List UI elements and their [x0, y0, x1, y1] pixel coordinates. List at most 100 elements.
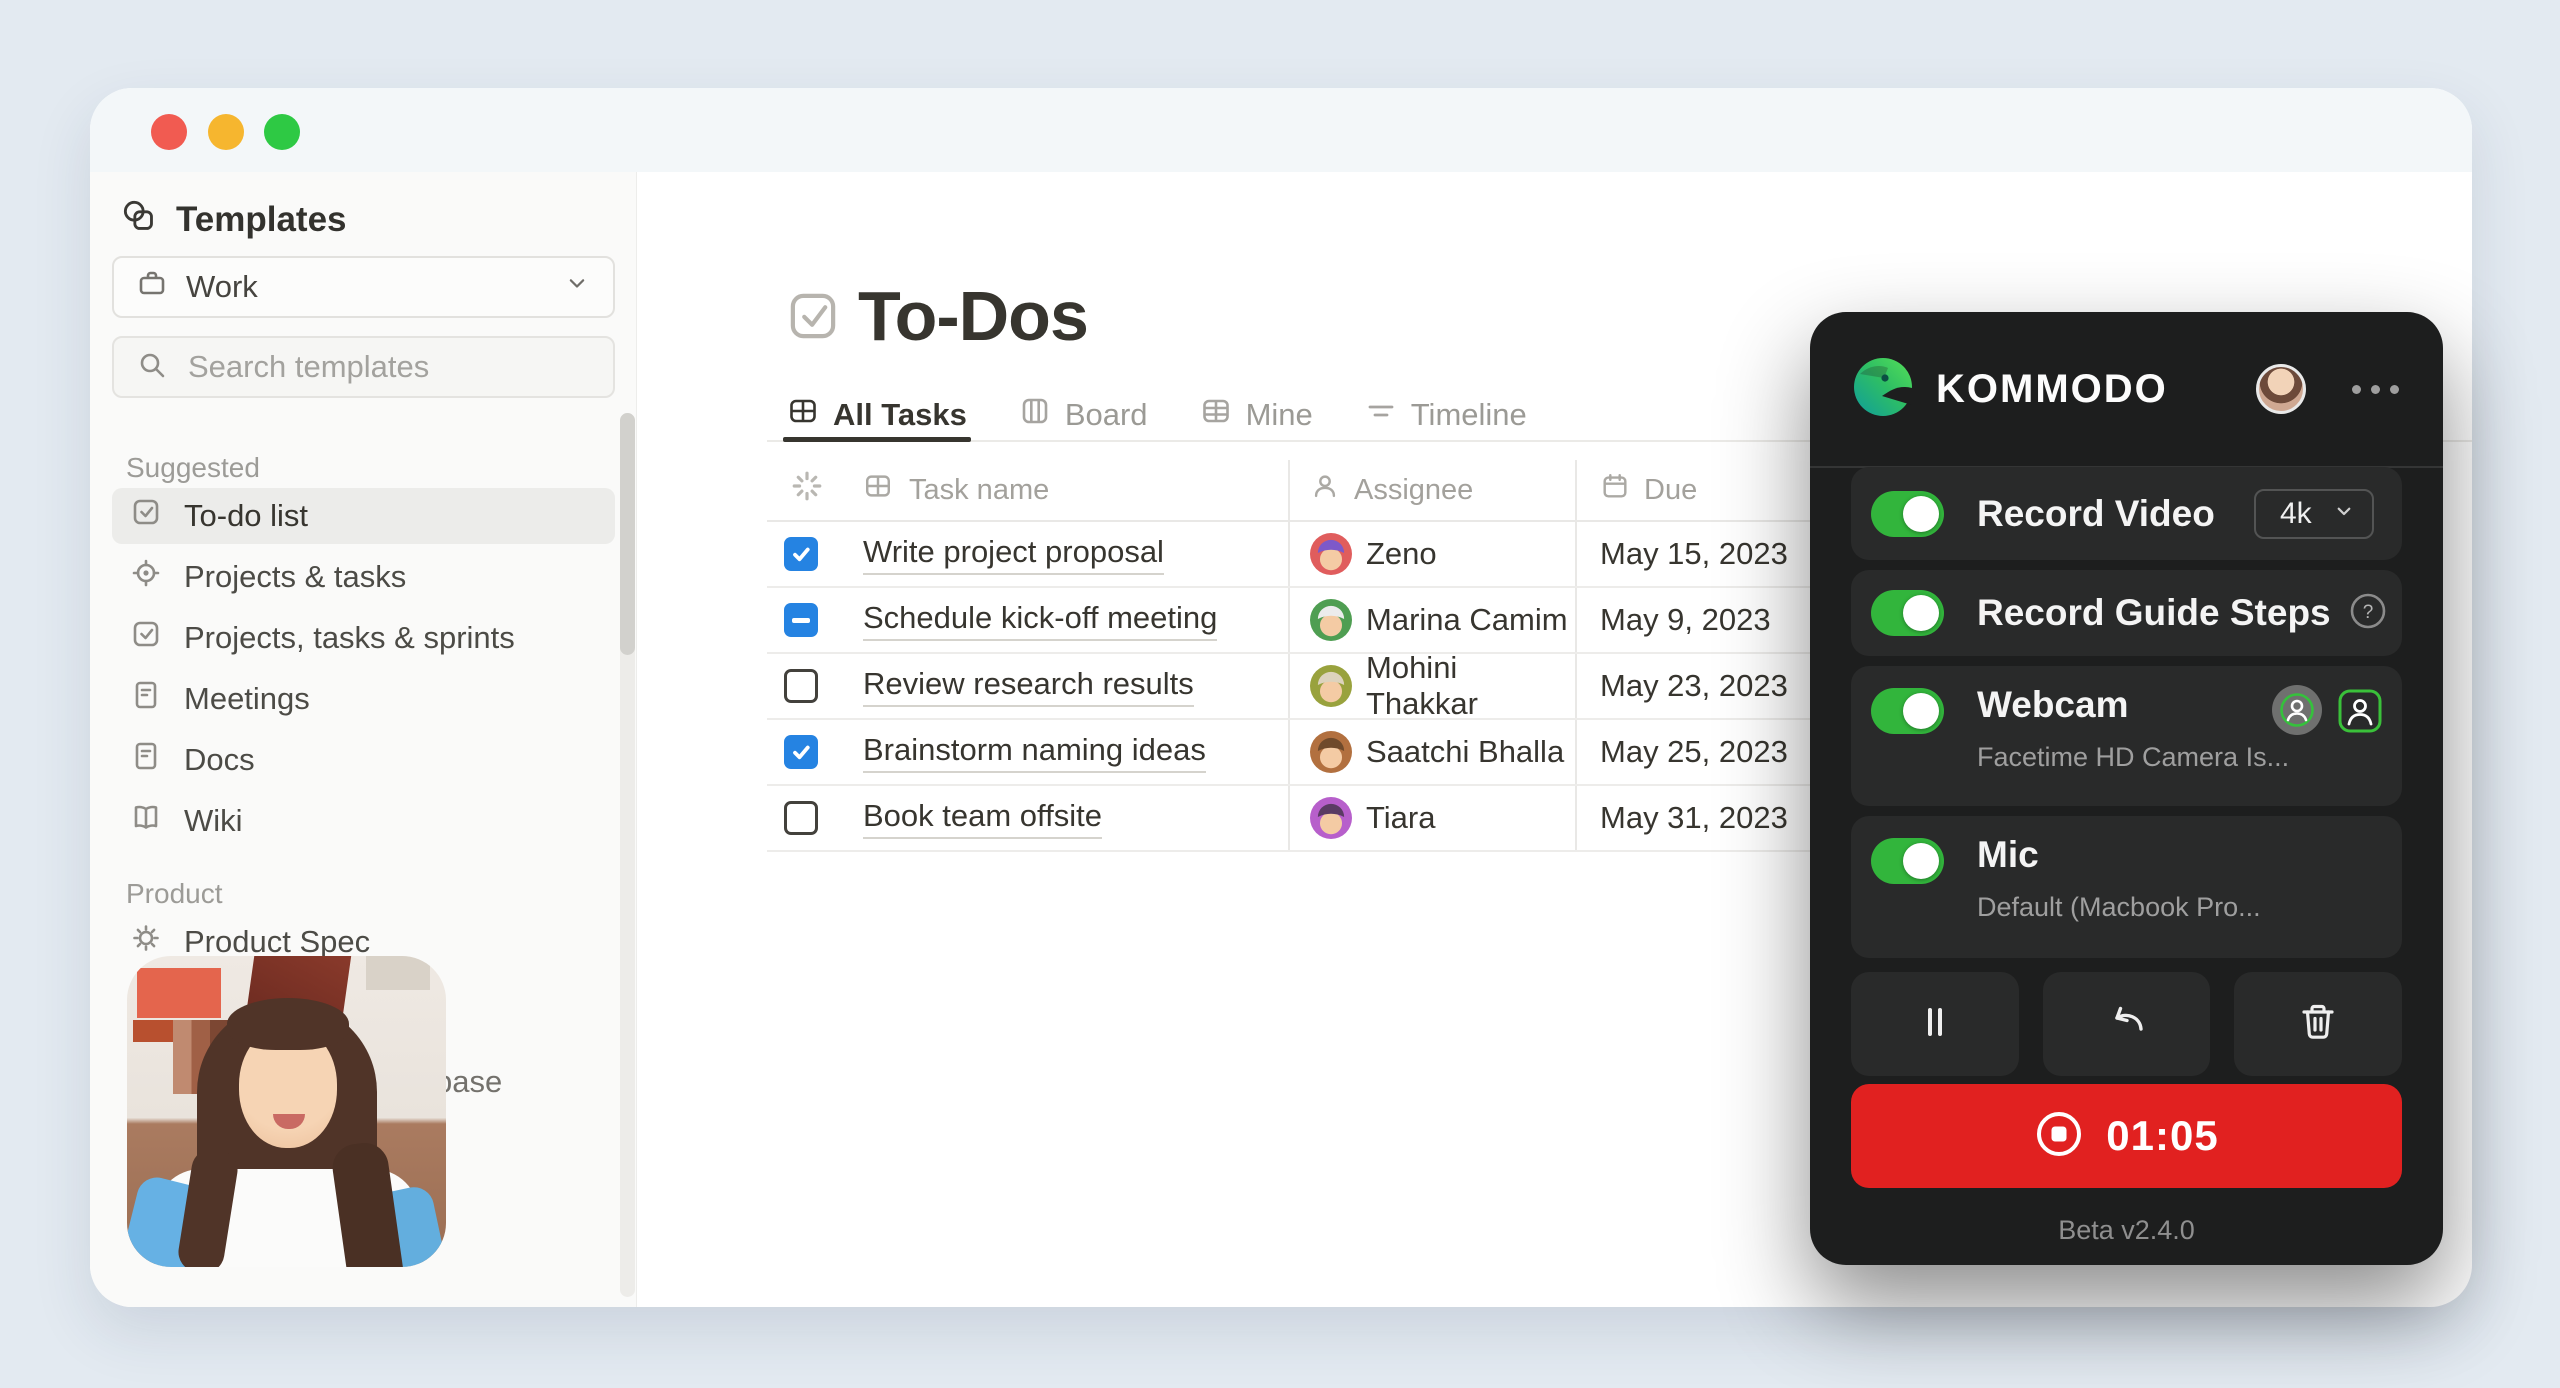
user-avatar[interactable] — [2256, 364, 2306, 414]
brand-name: KOMMODO — [1936, 366, 2168, 411]
resolution-dropdown[interactable]: 4k — [2254, 488, 2374, 539]
avatar — [1310, 599, 1352, 641]
search-input[interactable] — [186, 348, 591, 386]
stop-icon — [2034, 1109, 2084, 1164]
column-header[interactable]: Task name — [909, 473, 1050, 506]
chevron-down-icon — [2332, 497, 2356, 531]
table-row: Review research results Mohini Thakkar M… — [767, 650, 1920, 721]
task-link[interactable]: Book team offsite — [863, 798, 1102, 839]
setting-label: Mic — [1977, 834, 2039, 875]
webcam-square-icon[interactable] — [2338, 689, 2382, 738]
setting-record-guide-steps: Record Guide Steps ? — [1851, 570, 2402, 656]
assignee-name: Zeno — [1366, 536, 1437, 571]
zoom-window-button[interactable] — [264, 114, 300, 150]
delete-button[interactable] — [2234, 972, 2403, 1076]
page-title: To-Dos — [858, 277, 1089, 355]
minimize-window-button[interactable] — [208, 114, 244, 150]
checkbox-icon — [130, 618, 162, 658]
pause-button[interactable] — [1851, 972, 2019, 1076]
due-date: May 23, 2023 — [1600, 668, 1788, 703]
help-icon[interactable]: ? — [2349, 592, 2387, 635]
avatar — [1310, 533, 1352, 575]
tab-board[interactable]: Board — [1019, 390, 1148, 440]
board-icon — [1019, 395, 1051, 435]
window-titlebar — [90, 88, 2472, 172]
wall-art — [366, 956, 430, 990]
grid-icon — [863, 471, 893, 509]
column-header[interactable]: Assignee — [1354, 473, 1474, 506]
person-smile — [273, 1114, 305, 1129]
table-row: Write project proposal Zeno May 15, 2023 — [767, 522, 1920, 588]
sidebar-item-projects-tasks[interactable]: Projects & tasks — [112, 549, 615, 605]
due-date: May 25, 2023 — [1600, 734, 1788, 769]
task-link[interactable]: Write project proposal — [863, 534, 1164, 575]
sidebar-item-docs[interactable]: Docs — [112, 732, 615, 788]
webcam-circle-icon[interactable] — [2272, 685, 2322, 740]
sidebar-scrollbar-thumb[interactable] — [620, 413, 635, 655]
view-tabs: All Tasks Board Mine Timeline — [767, 390, 2472, 442]
assignee-name: Marina Camim — [1366, 602, 1568, 637]
section-label-suggested: Suggested — [126, 452, 260, 483]
undo-icon — [2103, 998, 2151, 1051]
table-row: Brainstorm naming ideas Saatchi Bhalla M… — [767, 720, 1920, 786]
sidebar-item-wiki[interactable]: Wiki — [112, 793, 615, 849]
tab-label: Timeline — [1410, 397, 1527, 432]
komodo-logo — [1854, 357, 1912, 421]
sidebar-item-product-spec[interactable]: Product Spec — [112, 914, 615, 970]
tab-all-tasks[interactable]: All Tasks — [783, 390, 971, 442]
task-link[interactable]: Review research results — [863, 666, 1194, 707]
book-icon — [130, 801, 162, 841]
assignee-name: Saatchi Bhalla — [1366, 734, 1565, 769]
person-hair — [227, 998, 349, 1050]
mic-toggle[interactable] — [1871, 838, 1944, 884]
task-link[interactable]: Schedule kick-off meeting — [863, 600, 1218, 641]
task-checkbox[interactable] — [784, 669, 818, 703]
setting-label: Record Guide Steps — [1977, 592, 2331, 633]
search-icon — [136, 349, 168, 386]
avatar — [1310, 797, 1352, 839]
tab-timeline[interactable]: Timeline — [1365, 390, 1527, 440]
record-guide-steps-toggle[interactable] — [1871, 590, 1944, 636]
workspace-selector[interactable]: Work — [112, 256, 615, 318]
sidebar-item-meetings[interactable]: Meetings — [112, 671, 615, 727]
sidebar-item-label: Docs — [184, 742, 255, 777]
sidebar-item-label: Meetings — [184, 681, 310, 716]
tab-label: Board — [1064, 397, 1148, 432]
sidebar-item-label: Product Spec — [184, 924, 371, 959]
column-header[interactable]: Due — [1644, 473, 1698, 506]
workspace-value: Work — [186, 269, 258, 304]
search-box — [112, 336, 615, 398]
webcam-preview[interactable] — [127, 956, 446, 1267]
setting-sublabel: Default (Macbook Pro... — [1977, 892, 2261, 922]
sidebar-item-todo-list[interactable]: To-do list — [112, 488, 615, 544]
sidebar-item-label: Wiki — [184, 803, 243, 838]
stop-recording-button[interactable]: 01:05 — [1851, 1084, 2402, 1188]
record-video-toggle[interactable] — [1871, 490, 1944, 537]
undo-button[interactable] — [2042, 972, 2211, 1076]
timeline-icon — [1365, 395, 1397, 435]
partially-hidden-item-text: base — [435, 1064, 503, 1099]
table-row: Book team offsite Tiara May 31, 2023 — [767, 786, 1920, 852]
task-checkbox[interactable] — [784, 801, 818, 835]
version-label: Beta v2.4.0 — [2058, 1215, 2195, 1245]
sidebar-item-label: Projects & tasks — [184, 559, 407, 594]
gear-icon — [130, 922, 162, 962]
kommodo-recorder-panel: KOMMODO Record Video 4k Record Guide Ste… — [1810, 312, 2443, 1265]
task-checkbox[interactable] — [784, 735, 818, 769]
setting-record-video: Record Video 4k — [1851, 467, 2402, 560]
close-window-button[interactable] — [151, 114, 187, 150]
person-icon — [1310, 471, 1340, 509]
todo-checkbox-icon — [785, 288, 841, 349]
ellipsis-menu-icon[interactable] — [2352, 384, 2399, 394]
task-checkbox[interactable] — [784, 537, 818, 571]
setting-mic: Mic Default (Macbook Pro... — [1851, 816, 2402, 958]
tab-mine[interactable]: Mine — [1200, 390, 1313, 440]
task-link[interactable]: Brainstorm naming ideas — [863, 732, 1206, 773]
task-checkbox[interactable] — [784, 603, 818, 637]
tasks-table: Task name Assignee Due Write project pro… — [767, 460, 1920, 852]
webcam-toggle[interactable] — [1871, 688, 1944, 734]
sidebar-header: Templates — [120, 194, 347, 246]
sidebar-item-projects-tasks-sprints[interactable]: Projects, tasks & sprints — [112, 610, 615, 666]
table-row: Schedule kick-off meeting Marina Camim M… — [767, 588, 1920, 654]
